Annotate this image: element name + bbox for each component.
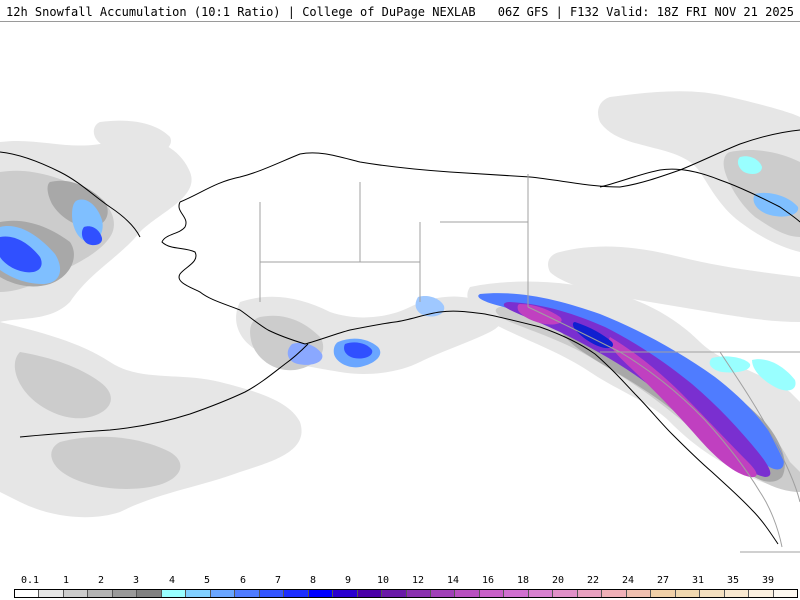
legend-label: 9 [344, 575, 352, 586]
legend-swatch [479, 590, 505, 597]
snow-area-coast-magenta-west [517, 304, 562, 325]
legend-swatch [626, 590, 652, 597]
legend-swatch [137, 590, 162, 597]
map-title: 12h Snowfall Accumulation (10:1 Ratio) |… [6, 5, 476, 19]
legend-swatch [675, 590, 701, 597]
legend-swatch [88, 590, 113, 597]
snowfall-heavy-areas [503, 302, 771, 478]
snow-area-coast-deep-blue [572, 322, 614, 349]
bc-alberta-border [719, 351, 800, 503]
canada-arctic-coast [599, 168, 800, 223]
legend-swatch [430, 590, 456, 597]
legend-swatch [63, 590, 89, 597]
legend-label: 18 [516, 575, 530, 586]
legend-swatch [382, 590, 407, 597]
snow-area-aleutian-south [146, 390, 281, 460]
chukotka-coast [0, 151, 141, 238]
legend-label: 31 [691, 575, 705, 586]
legend-label: 8 [309, 575, 317, 586]
snow-area-bering-north [93, 120, 171, 157]
legend-swatch [357, 590, 383, 597]
legend-swatch [577, 590, 603, 597]
map-header: 12h Snowfall Accumulation (10:1 Ratio) |… [0, 0, 800, 22]
legend-swatch [39, 590, 64, 597]
snowfall-map [0, 22, 800, 575]
legend-label: 6 [239, 575, 247, 586]
legend-swatch [553, 590, 578, 597]
legend-label: 0.1 [20, 575, 40, 586]
legend-label: 12 [411, 575, 425, 586]
legend-swatch [161, 590, 187, 597]
legend-label: 10 [376, 575, 390, 586]
snowfall-legend: 0.1 1 2 3 4 5 6 7 8 9 10 12 14 16 18 20 … [0, 575, 800, 600]
legend-swatch [210, 590, 236, 597]
snow-area-bering-core [0, 236, 42, 273]
legend-swatch [504, 590, 529, 597]
legend-swatch [284, 590, 309, 597]
legend-labels: 0.1 1 2 3 4 5 6 7 8 9 10 12 14 16 18 20 … [0, 575, 800, 587]
alaska-south-coast [304, 310, 779, 545]
alaska-region-lines [259, 182, 528, 302]
legend-swatch [724, 590, 750, 597]
legend-label: 35 [726, 575, 740, 586]
legend-label: 22 [586, 575, 600, 586]
legend-label: 39 [761, 575, 775, 586]
snow-area-east-cyan-1 [709, 356, 751, 373]
legend-swatch [528, 590, 554, 597]
coastlines [0, 129, 800, 545]
legend-label: 27 [656, 575, 670, 586]
panhandle-border [527, 306, 783, 548]
snow-area-northeast-cyan [737, 156, 762, 175]
legend-swatch [333, 590, 358, 597]
legend-label: 4 [168, 575, 176, 586]
legend-swatch [455, 590, 480, 597]
legend-label: 1 [62, 575, 70, 586]
legend-swatch [773, 590, 797, 597]
legend-label: 7 [274, 575, 282, 586]
snow-area-yukon-east [548, 246, 800, 322]
snow-area-kodiak-blue [287, 342, 323, 365]
legend-swatch [112, 590, 138, 597]
snow-area-pacific-mid [14, 352, 111, 419]
legend-label: 16 [481, 575, 495, 586]
legend-swatch [651, 590, 676, 597]
aleutian-chain [19, 343, 309, 438]
political-borders [259, 174, 800, 553]
snow-area-kenai-core [344, 342, 373, 359]
legend-swatch [186, 590, 211, 597]
legend-label: 24 [621, 575, 635, 586]
legend-label: 2 [97, 575, 105, 586]
legend-swatch [700, 590, 725, 597]
legend-swatch [308, 590, 334, 597]
legend-label: 20 [551, 575, 565, 586]
legend-swatch [235, 590, 260, 597]
alaska-north-coast [179, 129, 800, 203]
legend-swatch [749, 590, 774, 597]
legend-swatch [259, 590, 285, 597]
model-run-info: 06Z GFS | F132 Valid: 18Z FRI NOV 21 202… [497, 5, 794, 19]
snow-area-east-cyan-2 [752, 359, 796, 391]
snow-area-island-core [81, 226, 103, 246]
alaska-west-coast [161, 201, 306, 345]
legend-label: 5 [203, 575, 211, 586]
legend-swatch [602, 590, 627, 597]
legend-swatch [15, 590, 40, 597]
legend-label: 3 [132, 575, 140, 586]
legend-label: 14 [446, 575, 460, 586]
legend-color-bar [14, 589, 798, 598]
snow-area-pacific-south [51, 436, 181, 489]
snow-area-prince-william-blue [415, 296, 445, 317]
snow-area-coast-magenta [608, 337, 757, 478]
legend-swatch [406, 590, 431, 597]
